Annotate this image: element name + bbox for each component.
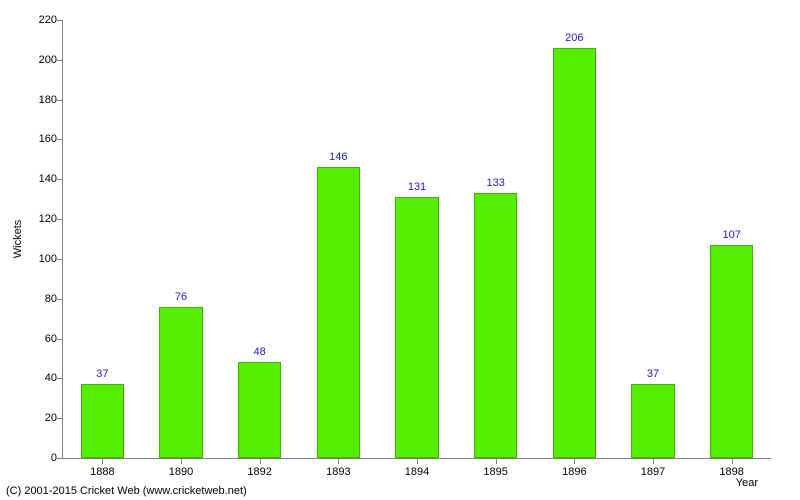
bar [317, 167, 360, 458]
x-tick [181, 458, 182, 464]
bar [159, 307, 202, 458]
x-tick [260, 458, 261, 464]
bar-value-label: 76 [175, 291, 187, 303]
y-tick-label: 100 [27, 253, 57, 265]
y-tick [57, 458, 63, 459]
y-tick [57, 20, 63, 21]
x-tick [653, 458, 654, 464]
x-tick-label: 1892 [247, 466, 271, 478]
y-tick [57, 60, 63, 61]
y-axis-title: Wickets [12, 220, 24, 259]
bar [395, 197, 438, 458]
x-tick [732, 458, 733, 464]
bar-value-label: 107 [722, 229, 740, 241]
y-tick [57, 378, 63, 379]
x-tick [574, 458, 575, 464]
x-tick-label: 1896 [562, 466, 586, 478]
bar [553, 48, 596, 458]
y-tick [57, 100, 63, 101]
bar-value-label: 146 [329, 151, 347, 163]
y-tick-label: 200 [27, 54, 57, 66]
bar [81, 384, 124, 458]
x-axis-title: Year [736, 477, 758, 489]
x-tick-label: 1895 [483, 466, 507, 478]
x-tick [338, 458, 339, 464]
y-tick-label: 220 [27, 14, 57, 26]
y-tick-label: 40 [27, 372, 57, 384]
y-tick-label: 20 [27, 412, 57, 424]
y-tick [57, 179, 63, 180]
y-tick [57, 299, 63, 300]
bar [631, 384, 674, 458]
x-tick-label: 1897 [641, 466, 665, 478]
x-tick [496, 458, 497, 464]
copyright-text: (C) 2001-2015 Cricket Web (www.cricketwe… [6, 485, 247, 497]
chart-container: 0 20 40 60 80 100 120 140 160 180 200 220 37 1888 76 18… [0, 0, 800, 500]
y-tick-label: 80 [27, 293, 57, 305]
y-tick-label: 60 [27, 333, 57, 345]
y-tick-label: 160 [27, 133, 57, 145]
bar-value-label: 206 [565, 32, 583, 44]
plot-area: 0204060801001201401601802002203718887618… [62, 20, 771, 459]
bar-value-label: 131 [408, 181, 426, 193]
x-tick [417, 458, 418, 464]
x-tick [102, 458, 103, 464]
x-tick-label: 1893 [326, 466, 350, 478]
y-tick-label: 140 [27, 173, 57, 185]
y-tick [57, 259, 63, 260]
x-tick-label: 1894 [405, 466, 429, 478]
y-tick [57, 418, 63, 419]
y-tick [57, 339, 63, 340]
y-tick-label: 120 [27, 213, 57, 225]
y-tick-label: 180 [27, 94, 57, 106]
bar [238, 362, 281, 458]
bar-value-label: 133 [486, 177, 504, 189]
y-tick-label: 0 [27, 452, 57, 464]
bar-value-label: 37 [96, 368, 108, 380]
bar [710, 245, 753, 458]
bar-value-label: 37 [647, 368, 659, 380]
bar [474, 193, 517, 458]
y-tick [57, 219, 63, 220]
x-tick-label: 1890 [169, 466, 193, 478]
x-tick-label: 1888 [90, 466, 114, 478]
bar-value-label: 48 [254, 346, 266, 358]
y-tick [57, 139, 63, 140]
